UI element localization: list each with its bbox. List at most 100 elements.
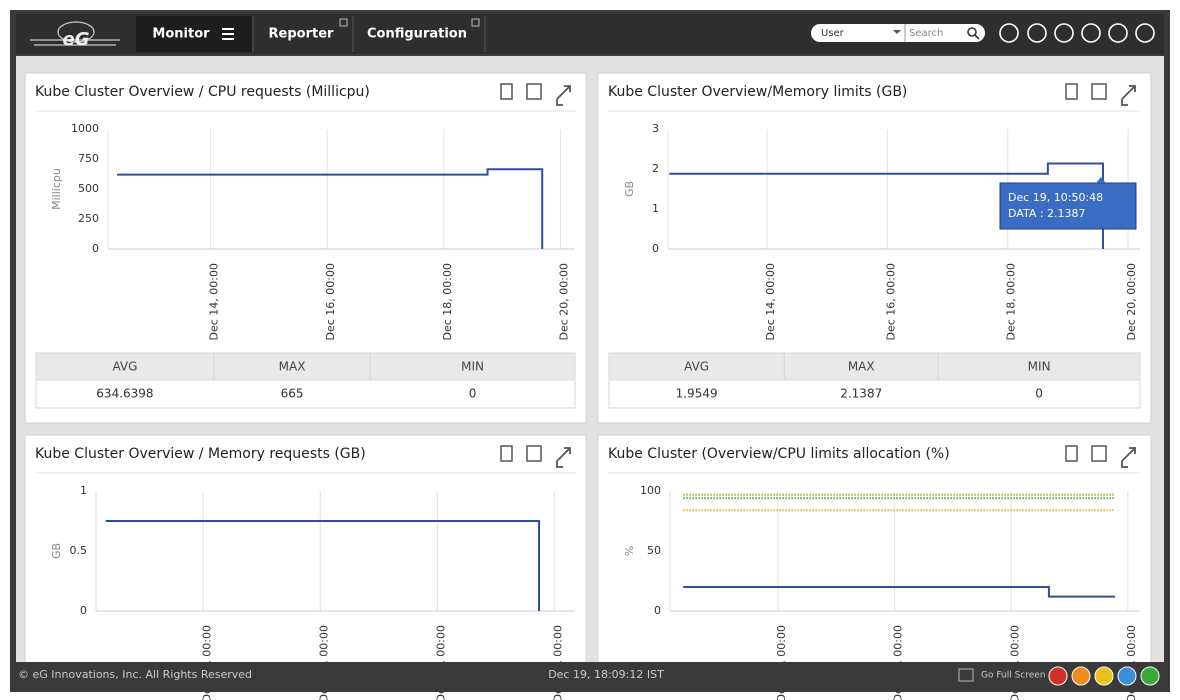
expand-icon[interactable]	[556, 85, 571, 106]
y-tick-label: 0	[654, 604, 661, 617]
search-input[interactable]: Search	[909, 28, 943, 39]
x-tick-label: Dec 18, 00:00	[1005, 263, 1018, 340]
y-axis-label: GB	[50, 543, 63, 559]
tooltip-time: Dec 19, 10:50:48	[1008, 191, 1103, 204]
y-tick-label: 0	[652, 242, 659, 255]
stats-value: 665	[281, 387, 304, 401]
y-tick-label: 500	[78, 182, 99, 195]
pdf-icon[interactable]	[1065, 83, 1078, 100]
y-tick-label: 1	[80, 484, 87, 497]
y-tick-label: 3	[652, 122, 659, 135]
series-line	[683, 586, 1116, 598]
tab[interactable]: Configuration	[367, 27, 467, 42]
nav-bar: eG Monitor Reporter Configuration User S…	[16, 14, 1164, 54]
series-line	[105, 520, 541, 611]
footer: © eG Innovations, Inc. All Rights Reserv…	[10, 662, 1170, 692]
panel: Kube Cluster Overview / Memory requests …	[24, 434, 587, 700]
y-tick-label: 100	[640, 484, 661, 497]
critical-status[interactable]	[1048, 666, 1068, 686]
y-tick-label: 0	[80, 604, 87, 617]
bell-icon[interactable]	[1081, 23, 1101, 43]
footer-bg	[10, 662, 1170, 692]
external-icon	[339, 18, 348, 27]
user-icon[interactable]	[999, 23, 1019, 43]
stats-header: AVG	[684, 360, 709, 374]
server-time: Dec 19, 18:09:12 IST	[548, 668, 664, 681]
panel-title: Kube Cluster Overview/Memory limits (GB)	[608, 84, 907, 100]
stats-value: 0	[1035, 387, 1043, 401]
tooltip	[999, 182, 1137, 230]
stats-header: MAX	[848, 360, 875, 374]
pdf-icon[interactable]	[500, 83, 513, 100]
excel-icon[interactable]	[526, 445, 542, 462]
y-tick-label: 1000	[71, 122, 99, 135]
y-axis-label: GB	[623, 181, 636, 197]
x-tick-label: Dec 16, 00:00	[884, 263, 897, 340]
x-tick-label: Dec 20, 00:00	[557, 263, 570, 340]
stats-row-bg	[608, 379, 1141, 409]
y-tick-label: 750	[78, 152, 99, 165]
stats-header: AVG	[112, 360, 137, 374]
user-select[interactable]: User	[821, 28, 845, 39]
dropdown-arrow	[893, 30, 901, 34]
stats-header: MAX	[279, 360, 306, 374]
alert-icon[interactable]	[1054, 23, 1074, 43]
external-icon	[471, 18, 480, 27]
pdf-icon[interactable]	[1065, 445, 1078, 462]
y-tick-label: 1	[652, 202, 659, 215]
stats-header: MIN	[1028, 360, 1051, 374]
panel: Kube Cluster Overview / CPU requests (Mi…	[24, 72, 587, 424]
panel-bg	[24, 434, 587, 676]
x-tick-label: Dec 20, 00:00	[1125, 263, 1138, 340]
panel-title: Kube Cluster Overview / Memory requests …	[35, 446, 366, 462]
stats-value: 0	[469, 387, 477, 401]
panel: Kube Cluster Overview/Memory limits (GB)…	[597, 72, 1152, 424]
x-tick-label: Dec 16, 00:00	[324, 263, 337, 340]
y-axis-label: %	[623, 546, 636, 556]
logo-text: eG	[63, 29, 90, 50]
excel-icon[interactable]	[526, 83, 542, 100]
help-icon[interactable]	[1108, 23, 1128, 43]
pdf-icon[interactable]	[500, 445, 513, 462]
expand-icon[interactable]	[1121, 85, 1136, 106]
unknown-status[interactable]	[1117, 666, 1137, 686]
panel-bg	[597, 434, 1152, 676]
panel-title: Kube Cluster (Overview/CPU limits alloca…	[608, 446, 950, 462]
link-icon[interactable]	[1027, 23, 1047, 43]
expand-icon[interactable]	[556, 447, 571, 468]
y-tick-label: 0.5	[70, 544, 88, 557]
y-tick-label: 50	[647, 544, 661, 557]
stats-value: 634.6398	[96, 387, 153, 401]
tooltip-value: DATA : 2.1387	[1008, 207, 1086, 220]
menu-icon[interactable]	[222, 28, 234, 40]
tab[interactable]: Monitor	[152, 27, 210, 42]
logo	[30, 21, 120, 46]
x-tick-label: Dec 14, 00:00	[208, 263, 221, 340]
stats-value: 2.1387	[840, 387, 882, 401]
panel-title: Kube Cluster Overview / CPU requests (Mi…	[35, 84, 370, 100]
x-tick-label: Dec 14, 00:00	[764, 263, 777, 340]
excel-icon[interactable]	[1091, 445, 1107, 462]
copyright: © eG Innovations, Inc. All Rights Reserv…	[18, 668, 252, 681]
stats-row-bg	[35, 379, 576, 409]
panel: Kube Cluster (Overview/CPU limits alloca…	[597, 434, 1152, 700]
y-tick-label: 0	[92, 242, 99, 255]
normal-status[interactable]	[1140, 666, 1160, 686]
minor-status[interactable]	[1094, 666, 1114, 686]
power-icon[interactable]	[1135, 23, 1155, 43]
fullscreen-link[interactable]: Go Full Screen	[981, 671, 1046, 681]
y-axis-label: Millicpu	[50, 168, 63, 210]
expand-icon[interactable]	[1121, 447, 1136, 468]
series-line	[117, 168, 544, 249]
excel-icon[interactable]	[1091, 83, 1107, 100]
tab[interactable]: Reporter	[269, 27, 335, 42]
major-status[interactable]	[1071, 666, 1091, 686]
stats-value: 1.9549	[676, 387, 718, 401]
search-icon[interactable]	[967, 27, 980, 40]
panels: Kube Cluster Overview / CPU requests (Mi…	[24, 72, 1152, 700]
tooltip-pointer	[1096, 177, 1106, 183]
y-tick-label: 250	[78, 212, 99, 225]
fullscreen-icon[interactable]	[958, 668, 974, 682]
stats-header-bg	[608, 352, 1141, 381]
